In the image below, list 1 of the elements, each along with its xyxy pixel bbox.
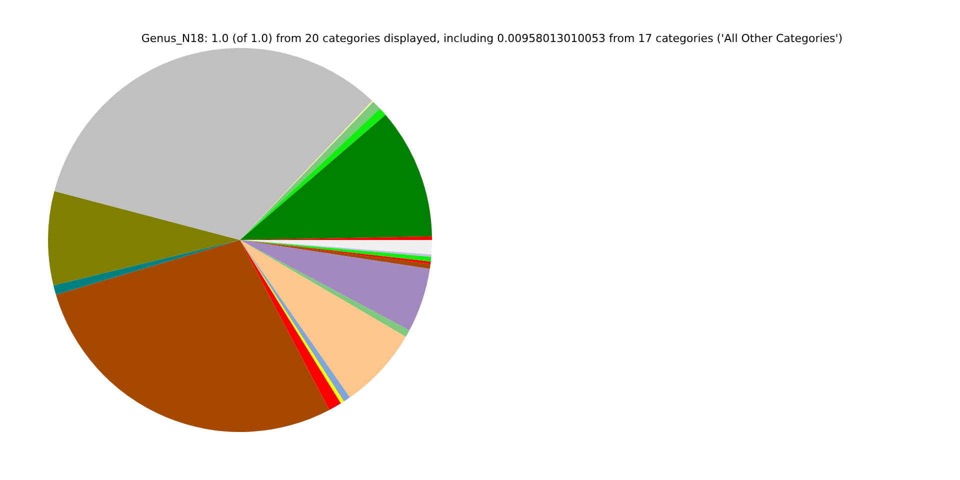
text: Genus_N18: 1.0 (of 1.0) from 20 categories displayed, including 0.00958013010053 from 17 categories ('All Other Categories') bbox=[140, 32, 844, 45]
